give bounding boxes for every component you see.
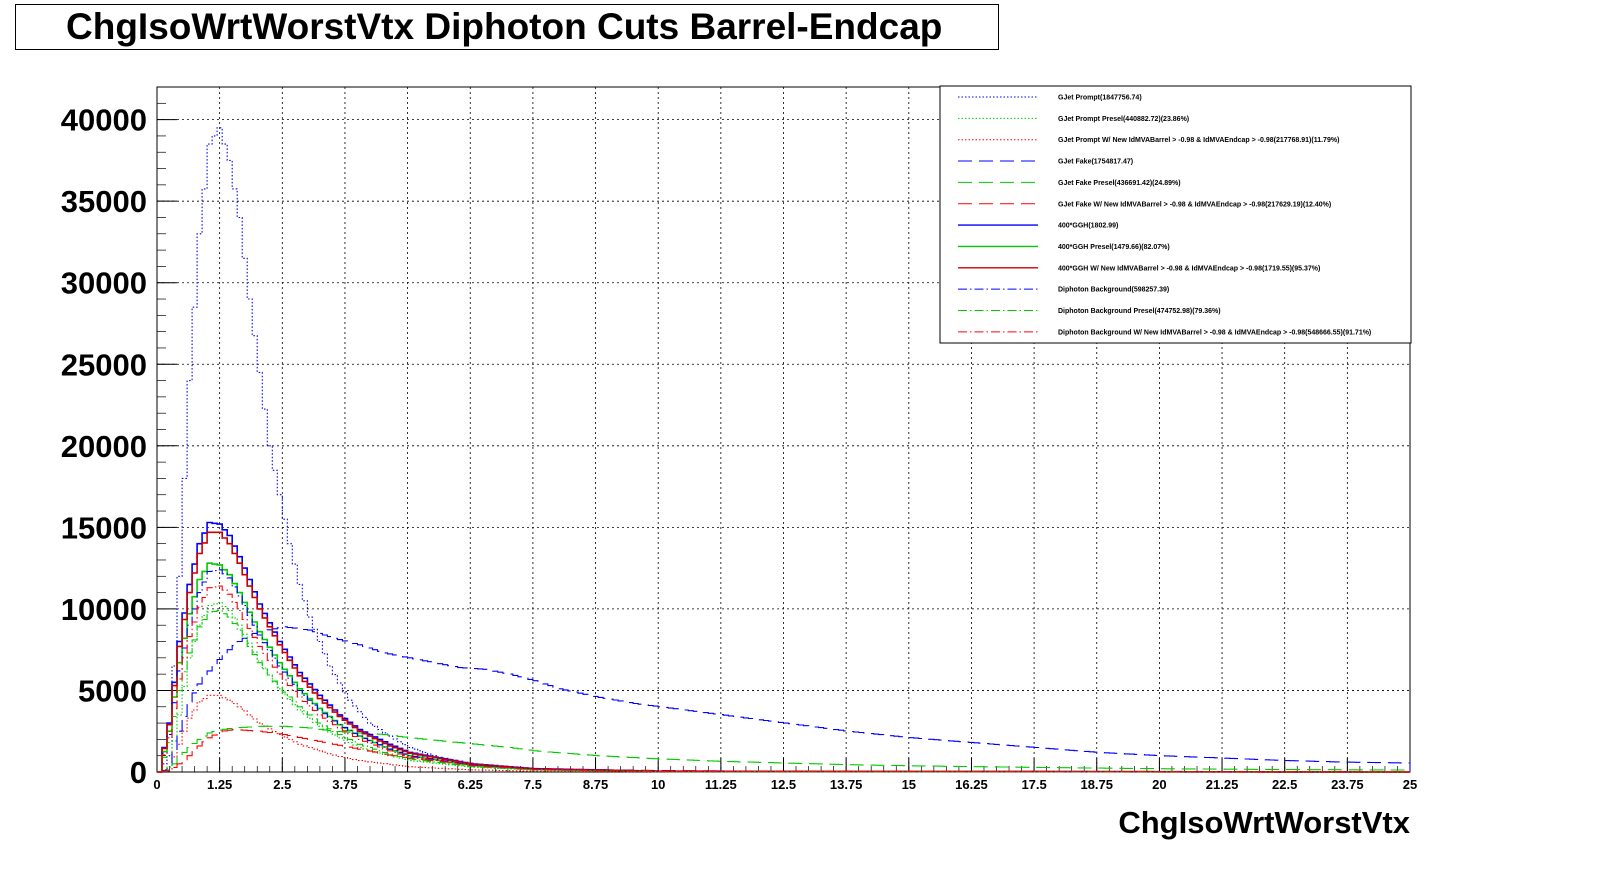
y-tick-label: 25000	[61, 347, 147, 382]
series-line-4	[157, 626, 1411, 773]
series-layer	[157, 127, 1411, 773]
x-tick-label: 20	[1152, 777, 1166, 792]
legend-label: 400*GGH W/ New IdMVABarrel > -0.98 & IdM…	[1058, 265, 1320, 272]
x-tick-label: 13.75	[830, 777, 863, 792]
x-tick-label: 11.25	[705, 777, 737, 792]
legend-label: 400*GGH Presel(1479.66)(82.07%)	[1058, 244, 1170, 251]
legend-label: GJet Fake W/ New IdMVABarrel > -0.98 & I…	[1058, 201, 1331, 208]
x-tick-label: 22.5	[1272, 777, 1297, 792]
y-tick-label: 30000	[61, 266, 147, 301]
series-line-5	[157, 725, 1411, 773]
y-tick-label: 40000	[61, 103, 147, 138]
y-tick-label: 20000	[61, 429, 147, 464]
legend-label: GJet Fake Presel(436691.42)(24.89%)	[1058, 180, 1181, 187]
legend-box	[939, 85, 1412, 344]
x-tick-label: 16.25	[955, 777, 988, 792]
y-tick-label: 0	[130, 755, 147, 790]
x-tick-label: 8.75	[583, 777, 608, 792]
y-tick-label: 35000	[61, 184, 147, 219]
series-line-12	[157, 585, 1410, 773]
x-tick-label: 3.75	[332, 777, 357, 792]
x-tick-label: 2.5	[273, 777, 291, 792]
x-tick-label: 5	[404, 777, 411, 792]
x-tick-label: 25	[1403, 777, 1417, 792]
y-tick-label: 15000	[61, 510, 147, 545]
x-tick-label: 17.5	[1021, 777, 1046, 792]
x-tick-label: 18.75	[1080, 777, 1113, 792]
x-tick-label: 6.25	[458, 777, 483, 792]
legend-label: GJet Prompt Presel(440882.72)(23.86%)	[1058, 116, 1189, 123]
legend-label: 400*GGH(1802.99)	[1058, 223, 1118, 230]
x-tick-label: 15	[902, 777, 916, 792]
legend-label: GJet Prompt(1847756.74)	[1058, 95, 1142, 102]
legend-label: GJet Prompt W/ New IdMVABarrel > -0.98 &…	[1058, 137, 1339, 144]
legend: GJet Prompt(1847756.74) GJet Prompt Prese…	[939, 85, 1412, 344]
y-tick-label: 10000	[61, 592, 147, 627]
x-tick-label: 12.5	[771, 777, 796, 792]
chart-title: ChgIsoWrtWorstVtx Diphoton Cuts Barrel-E…	[66, 6, 943, 47]
series-line-10	[157, 569, 1410, 773]
legend-label: Diphoton Background Presel(474752.98)(79…	[1058, 308, 1221, 315]
legend-label: GJet Fake(1754817.47)	[1058, 159, 1133, 166]
x-tick-label: 10	[651, 777, 665, 792]
x-tick-label: 1.25	[207, 777, 232, 792]
x-tick-label: 23.75	[1331, 777, 1364, 792]
grid-layer	[157, 87, 1410, 772]
legend-label: Diphoton Background(598257.39)	[1058, 287, 1169, 294]
y-tick-label: 5000	[78, 673, 147, 708]
x-tick-label: 0	[153, 777, 160, 792]
legend-label: Diphoton Background W/ New IdMVABarrel >…	[1058, 329, 1371, 336]
x-axis-title: ChgIsoWrtWorstVtx	[1118, 805, 1410, 840]
chart-title-box: ChgIsoWrtWorstVtx Diphoton Cuts Barrel-E…	[15, 4, 999, 50]
x-tick-label: 7.5	[524, 777, 542, 792]
x-tick-label: 21.25	[1206, 777, 1239, 792]
